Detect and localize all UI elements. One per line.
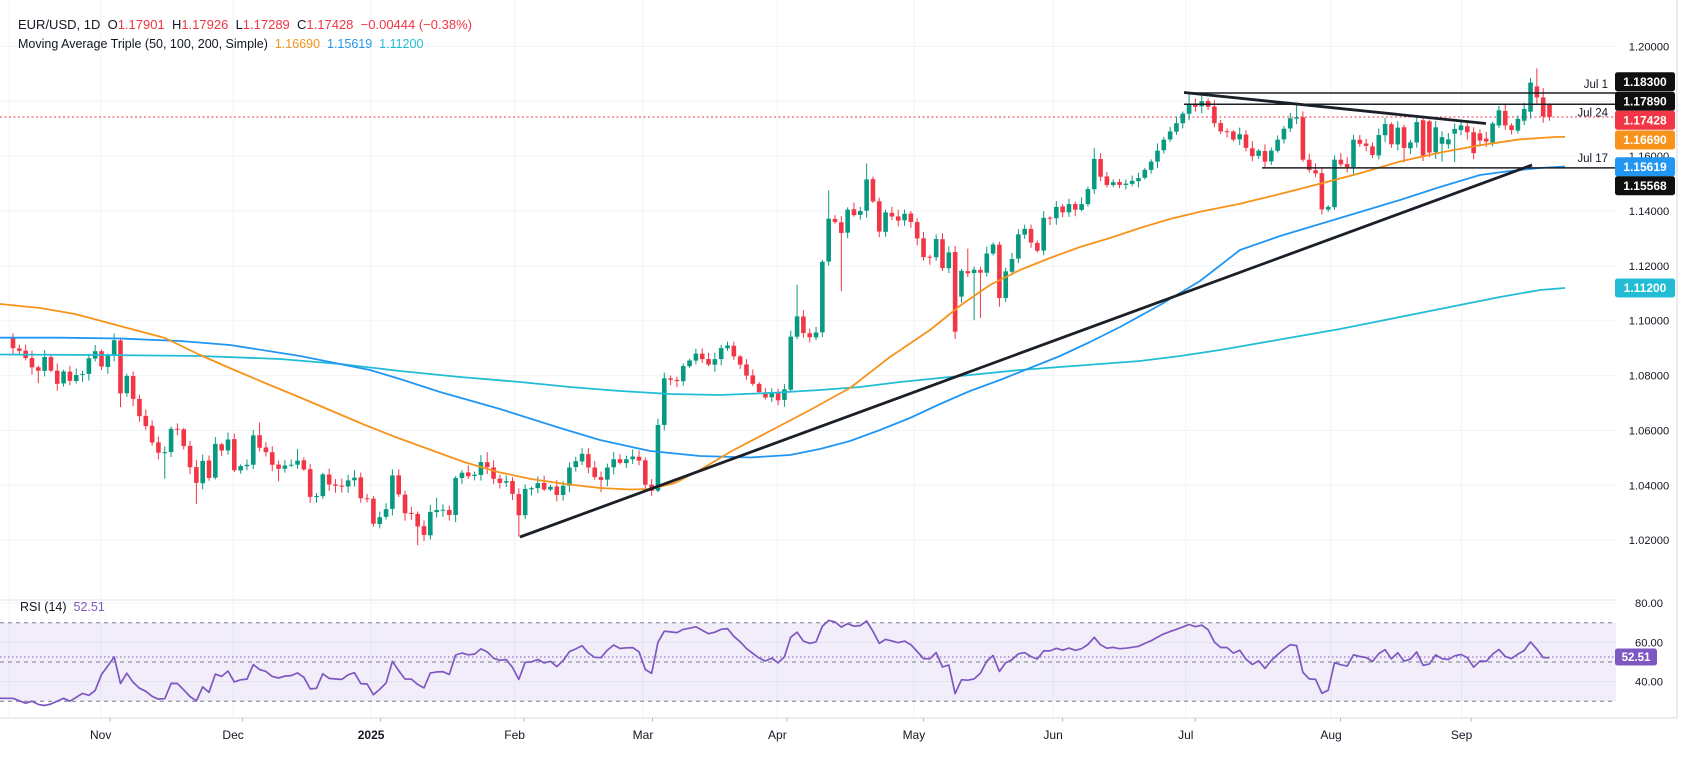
svg-text:1.06000: 1.06000 — [1629, 426, 1669, 438]
svg-text:1.17428: 1.17428 — [1623, 113, 1667, 127]
svg-text:1.08000: 1.08000 — [1629, 371, 1669, 383]
svg-text:1.15568: 1.15568 — [1623, 179, 1667, 193]
svg-text:Nov: Nov — [90, 728, 111, 742]
svg-text:Moving Average Triple (50, 100: Moving Average Triple (50, 100, 200, Sim… — [18, 37, 423, 51]
svg-text:1.20000: 1.20000 — [1629, 41, 1669, 53]
svg-text:1.04000: 1.04000 — [1629, 480, 1669, 492]
svg-text:EUR/USD, 1D O1.17901 H1.1792: EUR/USD, 1D O1.17901 H1.17926 L1.17289 C… — [18, 17, 472, 32]
svg-text:60.00: 60.00 — [1635, 637, 1663, 649]
svg-text:1.11200: 1.11200 — [1624, 281, 1667, 295]
svg-text:Feb: Feb — [504, 728, 525, 742]
svg-text:Mar: Mar — [633, 728, 654, 742]
svg-text:1.12000: 1.12000 — [1629, 261, 1669, 273]
svg-text:1.10000: 1.10000 — [1629, 316, 1669, 328]
svg-text:1.15619: 1.15619 — [1623, 160, 1667, 174]
svg-text:Jul 24: Jul 24 — [1577, 108, 1608, 120]
svg-text:Sep: Sep — [1451, 728, 1473, 742]
svg-text:Jul: Jul — [1178, 728, 1193, 742]
svg-text:Apr: Apr — [768, 728, 787, 742]
svg-text:2025: 2025 — [358, 728, 385, 742]
svg-text:40.00: 40.00 — [1635, 677, 1663, 689]
svg-text:1.17890: 1.17890 — [1623, 95, 1667, 109]
svg-text:80.00: 80.00 — [1635, 598, 1663, 610]
svg-text:1.14000: 1.14000 — [1629, 206, 1669, 218]
svg-text:1.16690: 1.16690 — [1623, 133, 1667, 147]
svg-text:Dec: Dec — [222, 728, 243, 742]
svg-text:Jul 17: Jul 17 — [1577, 153, 1608, 165]
svg-text:Jun: Jun — [1043, 728, 1062, 742]
svg-text:1.02000: 1.02000 — [1629, 535, 1669, 547]
svg-text:RSI (14) 52.51: RSI (14) 52.51 — [20, 600, 105, 614]
svg-text:Aug: Aug — [1320, 728, 1341, 742]
svg-text:52.51: 52.51 — [1622, 652, 1651, 664]
svg-text:Jul 1: Jul 1 — [1584, 79, 1608, 91]
svg-text:1.18300: 1.18300 — [1623, 75, 1667, 89]
svg-text:May: May — [903, 728, 926, 742]
